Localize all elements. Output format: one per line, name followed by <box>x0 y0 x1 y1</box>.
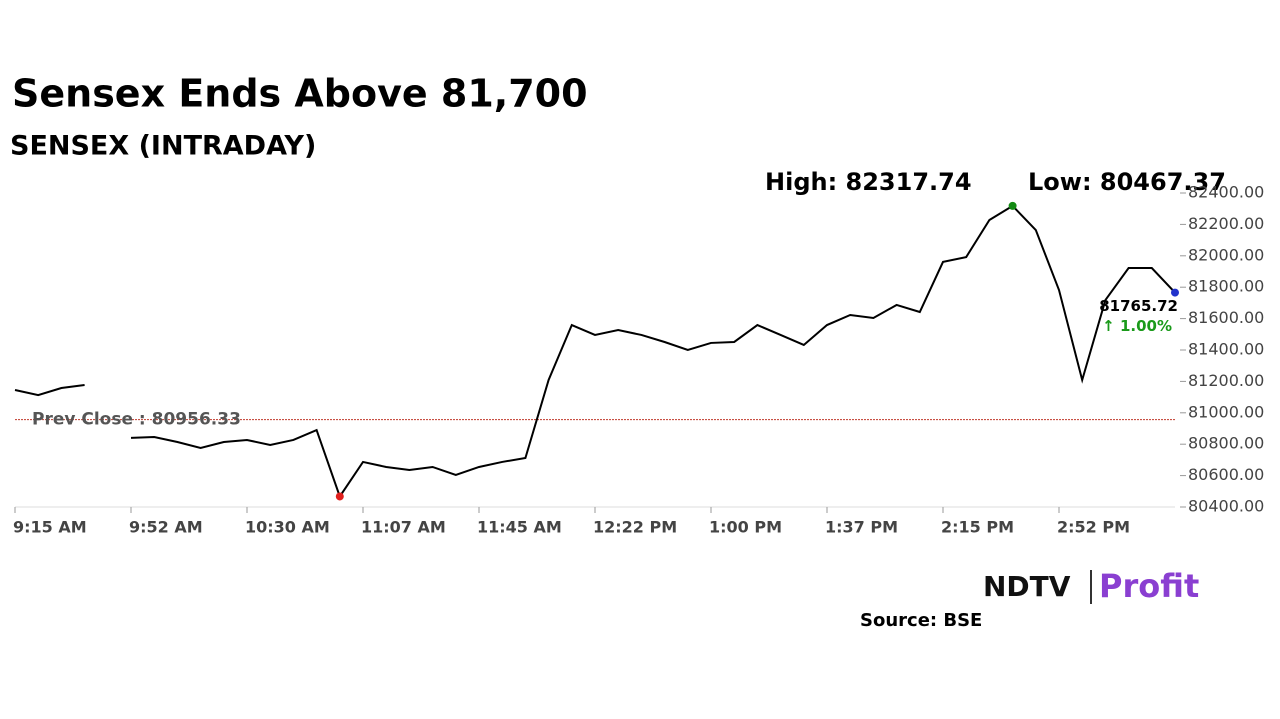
y-tick-label: 81400.00 <box>1188 340 1264 359</box>
low-dot <box>335 492 344 501</box>
prev-close-label: Prev Close : 80956.33 <box>32 410 241 430</box>
x-tick-label: 1:37 PM <box>825 518 898 537</box>
y-tick-label: 81600.00 <box>1188 308 1264 327</box>
x-tick-label: 12:22 PM <box>593 518 677 537</box>
brand-ndtv: NDTV <box>983 570 1071 603</box>
x-tick-label: 11:45 AM <box>477 518 562 537</box>
last-dot <box>1171 288 1179 297</box>
last-value-label: 81765.72 <box>1099 297 1178 315</box>
brand-profit: Profit <box>1099 567 1199 605</box>
chart-title: Sensex Ends Above 81,700 <box>12 72 588 116</box>
x-tick-label: 9:52 AM <box>129 518 203 537</box>
x-tick-label: 11:07 AM <box>361 518 446 537</box>
x-tick-label: 9:15 AM <box>13 518 87 537</box>
low-label: Low: 80467.37 <box>1028 168 1226 196</box>
price-line <box>14 204 1176 499</box>
high-label: High: 82317.74 <box>765 168 972 196</box>
chart-subtitle: SENSEX (INTRADAY) <box>10 131 316 162</box>
y-tick-label: 81200.00 <box>1188 371 1264 390</box>
source: Source: BSE <box>860 610 982 631</box>
y-tick-label: 82000.00 <box>1188 245 1264 264</box>
y-tick-label: 81000.00 <box>1188 402 1264 421</box>
y-tick-label: 80800.00 <box>1188 434 1264 453</box>
x-tick-label: 2:52 PM <box>1057 518 1130 537</box>
y-tick-label: 82200.00 <box>1188 214 1264 233</box>
high-dot <box>1008 201 1017 210</box>
x-tick-label: 2:15 PM <box>941 518 1014 537</box>
y-tick-label: 80400.00 <box>1188 497 1264 516</box>
y-tick-label: 81800.00 <box>1188 277 1264 296</box>
change-label: ↑ 1.00% <box>1102 317 1172 335</box>
x-tick-label: 10:30 AM <box>245 518 330 537</box>
y-tick-label: 80600.00 <box>1188 465 1264 484</box>
y-tick-label: 82400.00 <box>1188 183 1264 202</box>
x-tick-label: 1:00 PM <box>709 518 782 537</box>
